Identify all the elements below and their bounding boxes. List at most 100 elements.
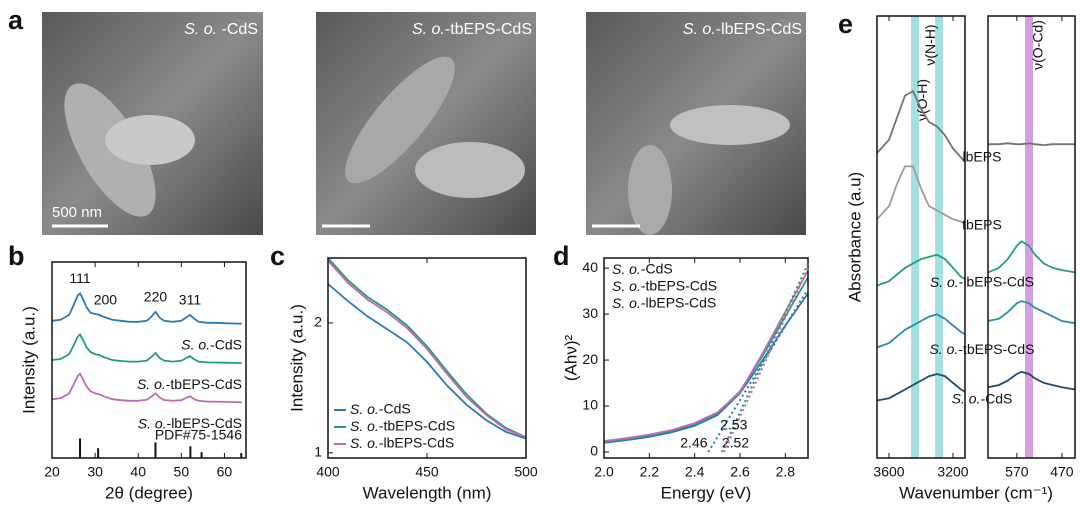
x-tick-label: 50	[174, 464, 190, 480]
series-label: tbEPS	[962, 216, 1002, 232]
panel-letter: b	[8, 241, 25, 271]
data-line	[876, 373, 966, 402]
x-tick-label: 2.6	[730, 464, 750, 480]
x-tick-label: 470	[1050, 464, 1074, 480]
plot-frame	[603, 257, 809, 459]
data-line	[876, 313, 966, 349]
y-axis-label: Intensity (a.u.)	[287, 304, 306, 412]
italic-part: S. o.	[350, 401, 379, 417]
scale-bar-label: 500 nm	[52, 204, 102, 221]
data-line	[987, 240, 1076, 274]
x-axis-label: 2θ (degree)	[105, 483, 193, 502]
italic-part: S. o.	[350, 418, 379, 434]
cell-shape	[670, 105, 790, 145]
legend-label: S. o.-CdS	[350, 401, 411, 417]
italic-part: S. o.	[137, 376, 166, 392]
data-line	[876, 253, 966, 287]
plot-frame	[876, 15, 966, 459]
data-line	[603, 292, 809, 444]
panel-letter: d	[553, 241, 570, 271]
data-line	[327, 259, 527, 439]
italic-part: S. o.	[612, 278, 641, 294]
italic-part: S. o.	[350, 435, 379, 451]
y-axis-label: Absorbance (a.u)	[845, 172, 864, 302]
cell-shape	[105, 115, 195, 165]
x-tick-label: 20	[44, 464, 60, 480]
data-line	[603, 269, 809, 442]
italic-part: S. o.	[952, 390, 981, 406]
x-tick-label: 500	[514, 464, 538, 480]
peak-label: 200	[94, 292, 118, 308]
italic-part: S. o.	[930, 274, 959, 290]
data-line	[987, 370, 1076, 391]
italic-part: S. o.	[181, 336, 210, 352]
data-line	[327, 283, 527, 440]
y-tick-label: 0	[590, 443, 598, 459]
series-label: S. o.-tbEPS-CdS	[137, 376, 242, 392]
series-label: S. o.-tbEPS-CdS	[929, 341, 1034, 357]
legend-label: S. o.-tbEPS-CdS	[612, 278, 717, 294]
x-tick-label: 2.8	[776, 464, 796, 480]
band-label: ν(N-H)	[922, 24, 938, 65]
sem-images: 500 nm S. o. -CdS S. o.-tbEPS-CdS S. o.-…	[8, 5, 806, 235]
series-label: S. o.-lbEPS-CdS	[138, 415, 242, 431]
data-line	[51, 291, 242, 325]
legend-label: S. o.-lbEPS-CdS	[612, 295, 716, 311]
series-label: lbEPS	[963, 149, 1002, 165]
x-tick-label: 2.2	[640, 464, 660, 480]
fit-line	[723, 267, 809, 453]
data-line	[327, 257, 527, 439]
series-label: S. o.-CdS	[952, 390, 1013, 406]
cell-shape	[415, 142, 525, 198]
panel-letter: a	[8, 5, 24, 35]
y-tick-label: 10	[582, 397, 598, 413]
x-tick-label: 40	[130, 464, 146, 480]
italic-part: S. o.	[612, 295, 641, 311]
fit-line	[707, 288, 809, 453]
series-label: S. o.-lbEPS-CdS	[930, 274, 1034, 290]
image-label: S. o.-tbEPS-CdS	[412, 21, 532, 38]
italic-part: S. o.	[184, 21, 217, 38]
x-axis-label: Wavenumber (cm⁻¹)	[899, 483, 1053, 502]
x-tick-label: 2.4	[685, 464, 705, 480]
peak-label: 111	[69, 270, 90, 286]
peak-label: 220	[144, 289, 168, 305]
y-axis-label: (Ahν)²	[561, 335, 580, 382]
plot-frame	[51, 261, 247, 459]
x-tick-label: 400	[316, 464, 340, 480]
x-tick-label: 2.0	[594, 464, 614, 480]
x-tick-label: 570	[1005, 464, 1029, 480]
y-tick-label: 2	[314, 314, 322, 330]
x-axis-label: Wavelength (nm)	[363, 483, 492, 502]
intercept-label: 2.52	[722, 435, 749, 451]
y-tick-label: 30	[582, 305, 598, 321]
band-label: ν(O-H)	[914, 79, 930, 121]
x-tick-label: 30	[87, 464, 103, 480]
y-tick-label: 1	[314, 444, 322, 460]
image-label: S. o.-lbEPS-CdS	[683, 21, 802, 38]
y-tick-label: 40	[582, 259, 598, 275]
italic-part: S. o.	[683, 21, 716, 38]
data-line	[51, 333, 242, 364]
cell-shape	[345, 56, 455, 184]
italic-part: S. o.	[138, 415, 167, 431]
image-label: S. o. -CdS	[184, 21, 258, 38]
data-line	[876, 165, 966, 225]
x-tick-label: 60	[217, 464, 233, 480]
peak-label: 311	[179, 292, 202, 308]
panel-letter: e	[838, 9, 853, 39]
band	[935, 16, 944, 458]
legend-label: S. o.-lbEPS-CdS	[350, 435, 454, 451]
series-label: S. o.-CdS	[181, 336, 242, 352]
data-line	[987, 300, 1076, 325]
band	[1025, 16, 1034, 458]
x-tick-label: 450	[415, 464, 439, 480]
x-tick-label: 3600	[873, 464, 904, 480]
plot-frame	[327, 257, 527, 459]
x-tick-label: 3200	[937, 464, 968, 480]
band-label: ν(O-Cd)	[1030, 20, 1046, 70]
band	[911, 16, 920, 458]
plot-frame	[987, 15, 1076, 459]
italic-part: S. o.	[412, 21, 445, 38]
